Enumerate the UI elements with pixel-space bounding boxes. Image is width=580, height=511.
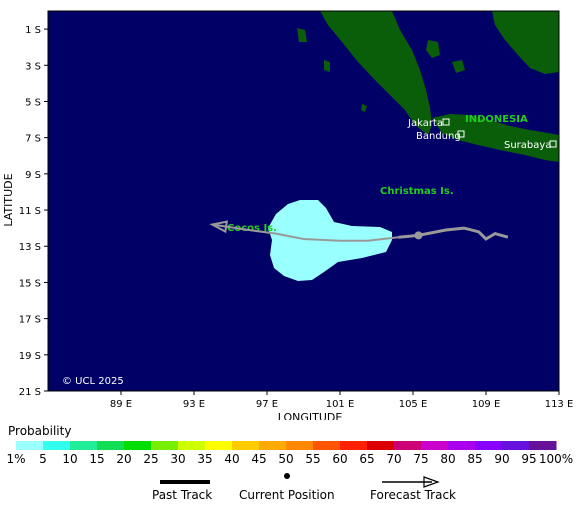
copyright-text: © UCL 2025: [62, 376, 124, 387]
label-jakarta: Jakarta: [407, 118, 443, 129]
legend-label: 30: [170, 452, 185, 466]
legend-swatch: [448, 441, 476, 450]
lon-tick-label: 89 E: [110, 399, 132, 410]
legend-label: 80: [440, 452, 455, 466]
legend-label: 10: [62, 452, 77, 466]
legend-label: 50: [278, 452, 293, 466]
x-axis-title: LONGITUDE: [278, 411, 343, 420]
current-position-marker: [414, 231, 423, 240]
label-christmas-island: Christmas Is.: [380, 186, 454, 197]
lat-tick-label: 11 S: [19, 206, 41, 217]
past-track-label: Past Track: [152, 488, 212, 502]
lon-tick-label: 113 E: [545, 399, 574, 410]
legend-label: 85: [467, 452, 482, 466]
legend-swatch: [529, 441, 557, 450]
lon-tick-label: 93 E: [183, 399, 205, 410]
sumatra-landmass: [320, 11, 432, 135]
legend-label: 55: [305, 452, 320, 466]
lon-tick-label: 109 E: [472, 399, 501, 410]
current-position-symbol: [284, 473, 290, 479]
legend-swatch: [286, 441, 314, 450]
legend-swatch: [502, 441, 530, 450]
legend-swatch: [205, 441, 233, 450]
legend-swatch: [421, 441, 449, 450]
lat-tick-label: 15 S: [19, 278, 41, 289]
probability-legend: 1% 5 10 15 20 25 30 35 40 45 50 55 60 65 70 75 80 85 90 95 1…: [6, 441, 573, 502]
legend-swatch: [367, 441, 395, 450]
lat-tick-label: 19 S: [19, 351, 41, 362]
longitude-axis: 89 E 93 E 97 E 101 E 105 E 109 E 113 E: [110, 391, 573, 410]
legend-label: 75: [413, 452, 428, 466]
current-position-label: Current Position: [239, 488, 335, 502]
lat-tick-label: 5 S: [25, 97, 41, 108]
legend-label: 15: [89, 452, 104, 466]
legend-swatch: [43, 441, 71, 450]
legend-swatch: [394, 441, 422, 450]
legend-swatch: [340, 441, 368, 450]
legend-swatch: [97, 441, 125, 450]
y-axis-title: LATITUDE: [2, 173, 15, 226]
legend-swatch: [475, 441, 503, 450]
legend-label: 90: [494, 452, 509, 466]
legend-label: 45: [251, 452, 266, 466]
legend-label: 100%: [539, 452, 573, 466]
legend-label: 60: [332, 452, 347, 466]
lon-tick-label: 97 E: [256, 399, 278, 410]
siberut-island: [297, 28, 307, 42]
legend-swatch: [313, 441, 341, 450]
bandung-marker: [457, 130, 465, 138]
legend-label: 70: [386, 452, 401, 466]
place-labels: INDONESIA Jakarta Bandung Surabaya Chris…: [227, 114, 557, 234]
legend-label: 95: [521, 452, 536, 466]
legend-swatches: [16, 441, 557, 450]
surabaya-marker: [549, 140, 557, 148]
forecast-arrowhead: [209, 220, 229, 234]
legend-label: 1%: [6, 452, 25, 466]
enggano-island: [361, 104, 367, 112]
label-surabaya: Surabaya: [504, 140, 551, 151]
storm-track-map: 1 S3 S5 S7 S9 S11 S13 S15 S17 S19 S21 S …: [2, 10, 573, 420]
lat-tick-label: 17 S: [19, 315, 41, 326]
lat-tick-label: 1 S: [25, 25, 41, 36]
legend-label: 65: [359, 452, 374, 466]
lon-tick-label: 101 E: [326, 399, 355, 410]
legend-label: 40: [224, 452, 239, 466]
borneo-landmass: [492, 11, 559, 74]
legend-labels: 1% 5 10 15 20 25 30 35 40 45 50 55 60 65 70 75 80 85 90 95 1…: [6, 452, 573, 466]
legend-swatch: [259, 441, 287, 450]
java-landmass: [432, 114, 559, 162]
lon-tick-label: 105 E: [399, 399, 428, 410]
label-bandung: Bandung: [416, 131, 461, 142]
bangka-island: [426, 40, 440, 58]
forecast-arrow-symbol: [423, 476, 440, 488]
legend-label: 35: [197, 452, 212, 466]
legend-title: Probability: [8, 424, 72, 438]
lat-tick-label: 13 S: [19, 242, 41, 253]
lat-tick-label: 9 S: [25, 170, 41, 181]
forecast-track-line: [212, 223, 399, 242]
forecast-track-label: Forecast Track: [370, 488, 456, 502]
legend-label: 5: [39, 452, 47, 466]
jakarta-marker: [442, 118, 450, 126]
legend-label: 25: [143, 452, 158, 466]
lat-tick-label: 7 S: [25, 134, 41, 145]
legend-swatch: [124, 441, 152, 450]
belitung-island: [452, 60, 465, 73]
lat-tick-label: 3 S: [25, 61, 41, 72]
legend-swatch: [70, 441, 98, 450]
latitude-axis: 1 S 3 S 5 S 7 S 9 S 11 S 13 S 15 S 17 S 19 S 21 S: [19, 25, 48, 398]
land-masses: [297, 11, 559, 162]
map-frame: [47, 10, 560, 392]
legend-swatch: [16, 441, 44, 450]
label-cocos-islands: Cocos Is.: [227, 223, 277, 234]
label-indonesia: INDONESIA: [465, 114, 528, 125]
past-track-line: [398, 226, 509, 241]
lat-tick-label: 21 S: [19, 387, 41, 398]
legend-swatch: [178, 441, 206, 450]
legend-label: 20: [116, 452, 131, 466]
mentawai-island: [324, 60, 330, 72]
legend-swatch: [151, 441, 179, 450]
legend-swatch: [232, 441, 260, 450]
